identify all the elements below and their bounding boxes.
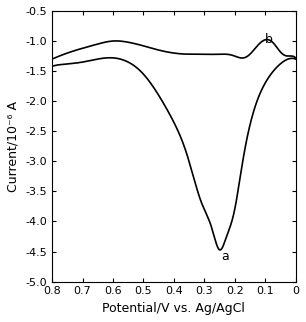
X-axis label: Potential/V vs. Ag/AgCl: Potential/V vs. Ag/AgCl	[103, 302, 245, 315]
Text: a: a	[221, 251, 229, 263]
Text: b: b	[265, 33, 273, 46]
Y-axis label: Current/10⁻⁶ A: Current/10⁻⁶ A	[7, 101, 20, 192]
